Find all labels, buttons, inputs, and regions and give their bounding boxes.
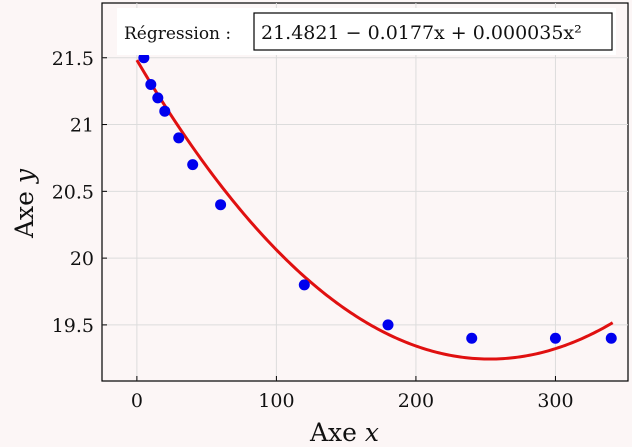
data-point (145, 78, 157, 90)
regression-formula: 21.4821 − 0.0177x + 0.000035x² (261, 22, 582, 44)
grid (102, 3, 628, 381)
data-point (159, 105, 171, 117)
y-tick-label: 21.5 (52, 48, 94, 70)
data-point (382, 319, 394, 331)
plot-frame (101, 2, 629, 382)
data-point (466, 332, 478, 344)
data-point (215, 199, 227, 211)
x-axis-variable: x (365, 418, 379, 447)
annotation-prefix: Régression : (124, 24, 231, 44)
data-point (549, 332, 561, 344)
y-axis-label-text: Axe (10, 191, 39, 239)
data-point (173, 132, 185, 144)
data-points (138, 52, 617, 344)
data-point (605, 332, 617, 344)
y-axis-variable: y (10, 168, 39, 184)
data-point (152, 92, 164, 104)
formula-box (253, 12, 613, 51)
x-tick-label: 0 (131, 390, 143, 412)
y-axis-label: Axe y (10, 168, 39, 239)
x-tick-label: 300 (537, 390, 573, 412)
y-tick-label: 21 (70, 115, 94, 137)
y-tick-label: 20 (70, 248, 94, 270)
x-tick-label: 200 (398, 390, 434, 412)
x-axis-label-text: Axe (309, 418, 357, 447)
x-tick-label: 100 (258, 390, 294, 412)
data-point (138, 52, 150, 64)
x-axis-label: Axe x (309, 418, 379, 447)
y-tick-label: 19.5 (52, 315, 94, 337)
data-point (187, 159, 199, 171)
regression-curve (135, 59, 614, 361)
tick-labels: 0 100 200 300 19.5 20 20.5 21 21.5 (52, 48, 574, 412)
y-tick-label: 20.5 (52, 181, 94, 203)
data-point (298, 279, 310, 291)
